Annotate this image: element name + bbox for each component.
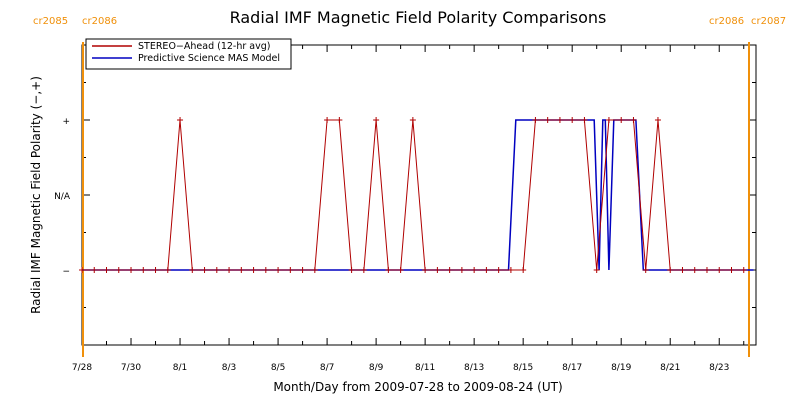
x-tick-label: 8/17: [562, 363, 582, 373]
x-tick-label: 8/15: [513, 363, 533, 373]
stereo-data-point: [360, 267, 367, 273]
stereo-data-point: [238, 267, 245, 273]
stereo-data-point: [569, 117, 576, 123]
stereo-data-point: [213, 267, 220, 273]
stereo-data-point: [691, 267, 698, 273]
stereo-data-point: [177, 117, 184, 123]
x-tick-label: 7/28: [72, 363, 92, 373]
x-axis-label: Month/Day from 2009-07-28 to 2009-08-24 …: [273, 380, 562, 394]
y-tick-label: +: [62, 117, 70, 127]
y-axis-label: Radial IMF Magnetic Field Polarity (−,+): [29, 76, 43, 314]
x-tick-label: 8/21: [660, 363, 680, 373]
plot-series: [79, 117, 754, 273]
stereo-data-point: [226, 267, 233, 273]
stereo-data-point: [532, 117, 539, 123]
stereo-data-point: [556, 117, 563, 123]
stereo-data-point: [642, 267, 649, 273]
stereo-data-point: [654, 117, 661, 123]
stereo-data-point: [201, 267, 208, 273]
stereo-data-point: [471, 267, 478, 273]
stereo-data-point: [79, 267, 85, 273]
x-tick-label: 8/11: [415, 363, 435, 373]
stereo-data-point: [593, 267, 600, 273]
x-tick-label: 8/19: [611, 363, 631, 373]
stereo-data-point: [740, 267, 747, 273]
stereo-data-point: [458, 267, 465, 273]
x-tick-label: 8/9: [369, 363, 384, 373]
x-tick-label: 7/30: [121, 363, 141, 373]
x-tick-label: 8/23: [709, 363, 729, 373]
carrington-label-right-1: cr2086: [709, 16, 744, 27]
stereo-data-point: [152, 267, 159, 273]
legend-label: STEREO−Ahead (12-hr avg): [138, 41, 270, 52]
stereo-data-point: [262, 267, 269, 273]
chart-title: Radial IMF Magnetic Field Polarity Compa…: [230, 8, 607, 27]
y-tick-label: N/A: [54, 192, 71, 202]
legend-box: [85, 38, 292, 70]
stereo-data-point: [618, 117, 625, 123]
stereo-data-point: [140, 267, 147, 273]
stereo-data-point: [336, 117, 343, 123]
stereo-data-point: [495, 267, 502, 273]
stereo-data-point: [630, 117, 637, 123]
stereo-data-point: [311, 267, 318, 273]
stereo-data-point: [128, 267, 135, 273]
x-tick-labels: 7/28 7/30 8/1 8/3 8/5 8/7 8/9 8/11 8/13 8/15 8/17 8…: [72, 363, 729, 373]
stereo-data-point: [520, 267, 527, 273]
stereo-data-point: [581, 117, 588, 123]
stereo-data-point: [275, 267, 282, 273]
stereo-data-point: [446, 267, 453, 273]
stereo-data-point: [385, 267, 392, 273]
x-tick-label: 8/7: [320, 363, 334, 373]
stereo-data-point: [91, 267, 98, 273]
stereo-data-point: [103, 267, 110, 273]
stereo-data-point: [483, 267, 490, 273]
stereo-data-point: [703, 267, 710, 273]
stereo-data-point: [422, 267, 429, 273]
stereo-data-point: [250, 267, 257, 273]
stereo-data-point: [728, 267, 735, 273]
carrington-label-right-2: cr2087: [751, 16, 786, 27]
x-tick-label: 8/5: [271, 363, 285, 373]
stereo-data-point: [348, 267, 355, 273]
stereo-data-point: [397, 267, 404, 273]
stereo-data-point: [544, 117, 551, 123]
x-tick-label: 8/13: [464, 363, 484, 373]
stereo-data-point: [164, 267, 171, 273]
legend-label: Predictive Science MAS Model: [138, 53, 280, 64]
legend: STEREO−Ahead (12-hr avg)Predictive Scien…: [85, 38, 292, 70]
stereo-data-point: [507, 267, 514, 273]
stereo-data-point: [409, 117, 416, 123]
carrington-label-left-2: cr2086: [82, 16, 117, 27]
y-tick-label: −: [62, 267, 70, 277]
stereo-data-point: [716, 267, 723, 273]
stereo-data-point: [287, 267, 294, 273]
stereo-data-point: [189, 267, 196, 273]
stereo-data-point: [434, 267, 441, 273]
axis-ticks: [81, 42, 757, 357]
stereo-data-point: [605, 117, 612, 123]
stereo-data-point: [679, 267, 686, 273]
series-line-mas-model: [82, 119, 754, 271]
stereo-data-point: [115, 267, 122, 273]
x-tick-label: 8/3: [222, 363, 236, 373]
stereo-data-point: [324, 117, 331, 123]
carrington-label-left-1: cr2085: [33, 16, 68, 27]
stereo-data-point: [667, 267, 674, 273]
y-tick-labels: − N/A +: [54, 117, 71, 277]
stereo-data-point: [373, 117, 380, 123]
x-tick-label: 8/1: [173, 363, 187, 373]
stereo-data-point: [299, 267, 306, 273]
